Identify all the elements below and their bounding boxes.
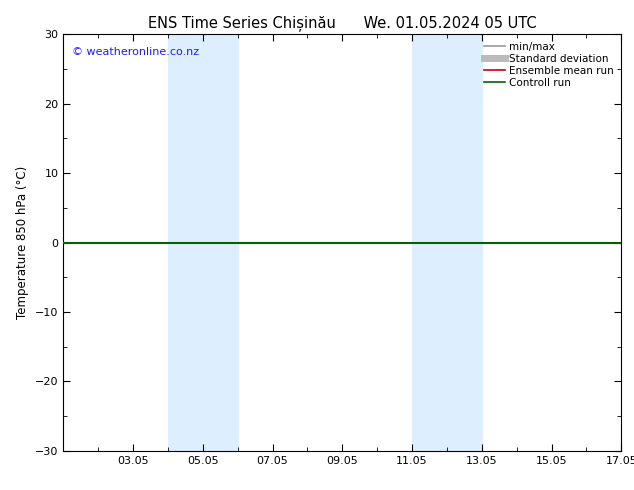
Text: © weatheronline.co.nz: © weatheronline.co.nz [72, 47, 199, 57]
Title: ENS Time Series Chișinău      We. 01.05.2024 05 UTC: ENS Time Series Chișinău We. 01.05.2024 … [148, 15, 536, 31]
Y-axis label: Temperature 850 hPa (°C): Temperature 850 hPa (°C) [16, 166, 30, 319]
Bar [168, 34, 238, 451]
Bar [412, 34, 482, 451]
Legend: min/max, Standard deviation, Ensemble mean run, Controll run: min/max, Standard deviation, Ensemble me… [482, 40, 616, 90]
